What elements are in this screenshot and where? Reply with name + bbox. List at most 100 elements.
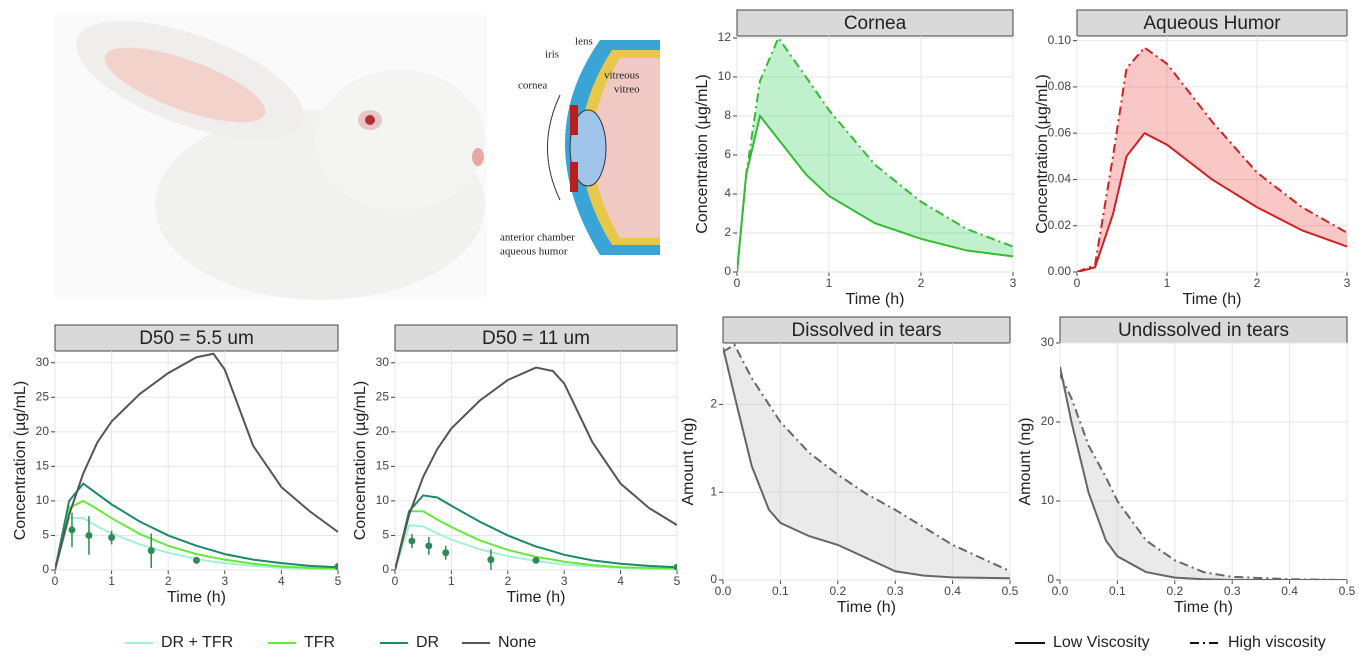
y-tick-label: 0	[710, 572, 717, 586]
series-line	[55, 499, 338, 570]
x-tick-label: 5	[674, 574, 681, 588]
y-tick-label: 25	[376, 389, 390, 403]
plot-layer	[55, 352, 338, 570]
ribbon	[737, 37, 1013, 272]
plot-layer	[737, 36, 1013, 272]
eye-label: vitreous	[604, 70, 639, 82]
plot-area	[54, 350, 339, 571]
series-line	[1060, 366, 1347, 580]
x-tick-label: 4	[617, 574, 624, 588]
legend-label: Low Viscosity	[1053, 634, 1150, 651]
panel-title: D50 = 11 um	[482, 328, 590, 349]
y-tick-label: 15	[36, 459, 50, 473]
rabbit-photo	[55, 15, 487, 300]
y-tick-label: 0.08	[1048, 79, 1072, 93]
x-tick-label: 0	[734, 276, 741, 290]
legend-label: None	[498, 634, 536, 651]
observed-point	[334, 563, 338, 570]
x-axis-title: Time (h)	[1174, 599, 1233, 616]
series-line	[55, 352, 338, 570]
x-tick-label: 0.0	[1052, 584, 1069, 598]
y-tick-label: 0	[382, 562, 389, 576]
y-tick-label: 2	[710, 397, 717, 411]
x-tick-label: 0.5	[1002, 584, 1019, 598]
x-tick-label: 0	[52, 574, 59, 588]
observed-point	[425, 542, 433, 550]
series-line	[55, 482, 338, 570]
legend-label: DR	[416, 634, 439, 651]
y-tick-label: 5	[42, 528, 49, 542]
plot-area	[1059, 342, 1348, 581]
series-line	[723, 343, 1010, 573]
x-tick-label: 3	[1344, 276, 1351, 290]
y-tick-label: 0.04	[1048, 172, 1072, 186]
y-tick-label: 10	[718, 69, 732, 83]
plot-layer	[395, 366, 677, 570]
plot-area	[1076, 35, 1348, 273]
y-tick-label: 30	[36, 355, 50, 369]
x-tick-label: 0	[1074, 276, 1081, 290]
y-tick-label: 20	[1041, 414, 1055, 428]
x-tick-label: 2	[165, 574, 172, 588]
observed-point	[193, 556, 200, 564]
y-tick-label: 20	[36, 424, 50, 438]
x-tick-label: 0.4	[1281, 584, 1298, 598]
y-tick-label: 2	[724, 225, 731, 239]
x-tick-label: 5	[335, 574, 342, 588]
series-line	[55, 517, 338, 570]
observed-point	[68, 526, 76, 534]
eye-label: aqueous humor	[500, 246, 568, 258]
y-axis-title: Concentration (µg/mL)	[694, 74, 711, 234]
x-tick-label: 1	[826, 276, 833, 290]
x-tick-label: 0.4	[944, 584, 961, 598]
x-tick-label: 0.1	[1109, 584, 1126, 598]
x-tick-label: 3	[1010, 276, 1017, 290]
panel-title: D50 = 5.5 um	[139, 328, 254, 349]
y-tick-label: 6	[724, 147, 731, 161]
x-tick-label: 2	[918, 276, 925, 290]
x-axis-title: Time (h)	[1183, 291, 1242, 308]
y-tick-label: 15	[376, 459, 390, 473]
x-tick-label: 0.3	[1224, 584, 1241, 598]
x-tick-label: 0.2	[1166, 584, 1183, 598]
x-tick-label: 0.3	[887, 584, 904, 598]
plot-area	[722, 342, 1011, 581]
y-tick-label: 1	[710, 484, 717, 498]
y-tick-label: 0	[724, 264, 731, 278]
y-tick-label: 5	[382, 528, 389, 542]
observed-point	[673, 563, 677, 570]
eye-label: iris	[545, 49, 559, 61]
panel-title: Cornea	[844, 13, 907, 34]
x-tick-label: 0.0	[715, 584, 732, 598]
x-axis-title: Time (h)	[507, 589, 566, 606]
panel-title: Aqueous Humor	[1143, 13, 1281, 34]
strip	[394, 324, 678, 352]
eye-label: cornea	[518, 80, 547, 92]
eye-label: lens	[575, 36, 593, 48]
plot-layer	[1060, 366, 1347, 580]
x-tick-label: 0.1	[772, 584, 789, 598]
y-tick-label: 0.06	[1048, 125, 1072, 139]
series-line	[1077, 46, 1347, 272]
y-tick-label: 0.02	[1048, 218, 1072, 232]
x-tick-label: 0	[392, 574, 399, 588]
series-line	[1060, 374, 1347, 580]
ribbon	[723, 344, 1010, 579]
plot-layer	[1077, 46, 1347, 272]
observed-point	[85, 531, 93, 539]
panel-title: Undissolved in tears	[1118, 320, 1289, 341]
y-tick-label: 10	[1041, 493, 1055, 507]
observed-point	[532, 556, 540, 564]
y-tick-label: 0.10	[1048, 33, 1072, 47]
y-tick-label: 20	[376, 424, 390, 438]
legend-label: DR + TFR	[161, 634, 233, 651]
x-tick-label: 1	[108, 574, 115, 588]
x-tick-label: 3	[221, 574, 228, 588]
y-tick-label: 25	[36, 389, 50, 403]
panel-title: Dissolved in tears	[792, 320, 942, 341]
x-tick-label: 1	[1164, 276, 1171, 290]
x-tick-label: 0.5	[1339, 584, 1356, 598]
y-tick-label: 0.00	[1048, 264, 1072, 278]
observed-point	[442, 549, 450, 557]
